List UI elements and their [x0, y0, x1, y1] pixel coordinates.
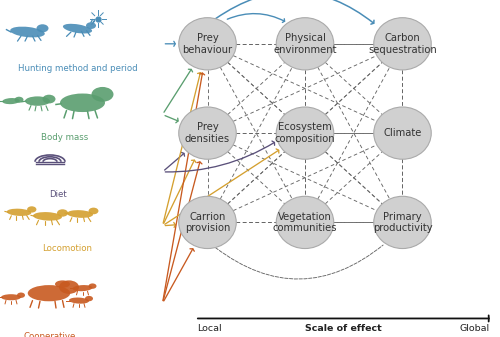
Text: Ecosystem
composition: Ecosystem composition	[274, 122, 336, 144]
Text: Diet: Diet	[48, 190, 66, 200]
Text: Carrion
provision: Carrion provision	[185, 212, 230, 233]
Text: Local: Local	[198, 324, 222, 333]
Ellipse shape	[374, 18, 431, 70]
Text: Prey
densities: Prey densities	[185, 122, 230, 144]
Circle shape	[92, 87, 114, 102]
Circle shape	[86, 22, 96, 29]
Ellipse shape	[179, 18, 236, 70]
Ellipse shape	[2, 98, 20, 104]
Circle shape	[27, 206, 36, 213]
Text: Vegetation
communities: Vegetation communities	[273, 212, 337, 233]
Ellipse shape	[276, 107, 334, 159]
Ellipse shape	[276, 196, 334, 249]
Ellipse shape	[10, 27, 45, 37]
Text: Physical
environment: Physical environment	[273, 33, 337, 55]
Ellipse shape	[69, 298, 89, 304]
Text: Hunting method and period: Hunting method and period	[18, 64, 138, 73]
Text: Climate: Climate	[384, 128, 422, 138]
Ellipse shape	[67, 210, 93, 218]
Ellipse shape	[25, 96, 50, 106]
Ellipse shape	[28, 285, 70, 301]
Text: Carbon
sequestration: Carbon sequestration	[368, 33, 437, 55]
Text: Scale of effect: Scale of effect	[306, 324, 382, 333]
Circle shape	[42, 95, 56, 103]
Circle shape	[85, 296, 93, 301]
Ellipse shape	[60, 93, 105, 112]
Ellipse shape	[1, 294, 21, 300]
Ellipse shape	[374, 107, 431, 159]
Circle shape	[57, 209, 68, 217]
Circle shape	[59, 280, 79, 294]
Ellipse shape	[6, 209, 32, 216]
Text: Prey
behaviour: Prey behaviour	[182, 33, 232, 55]
Circle shape	[88, 283, 96, 289]
Circle shape	[14, 97, 24, 103]
Ellipse shape	[33, 212, 62, 221]
Circle shape	[88, 208, 99, 214]
Text: Primary
productivity: Primary productivity	[372, 212, 432, 233]
Text: Locomotion: Locomotion	[42, 244, 92, 253]
Ellipse shape	[72, 285, 92, 291]
Text: Global: Global	[460, 324, 490, 333]
Ellipse shape	[55, 280, 70, 288]
Ellipse shape	[374, 196, 431, 249]
Ellipse shape	[179, 196, 236, 249]
Circle shape	[17, 293, 25, 298]
Text: Cooperative
hunting: Cooperative hunting	[24, 332, 76, 337]
Ellipse shape	[179, 107, 236, 159]
Ellipse shape	[63, 24, 92, 33]
Circle shape	[36, 24, 48, 32]
Text: Body mass: Body mass	[42, 133, 88, 142]
Ellipse shape	[276, 18, 334, 70]
